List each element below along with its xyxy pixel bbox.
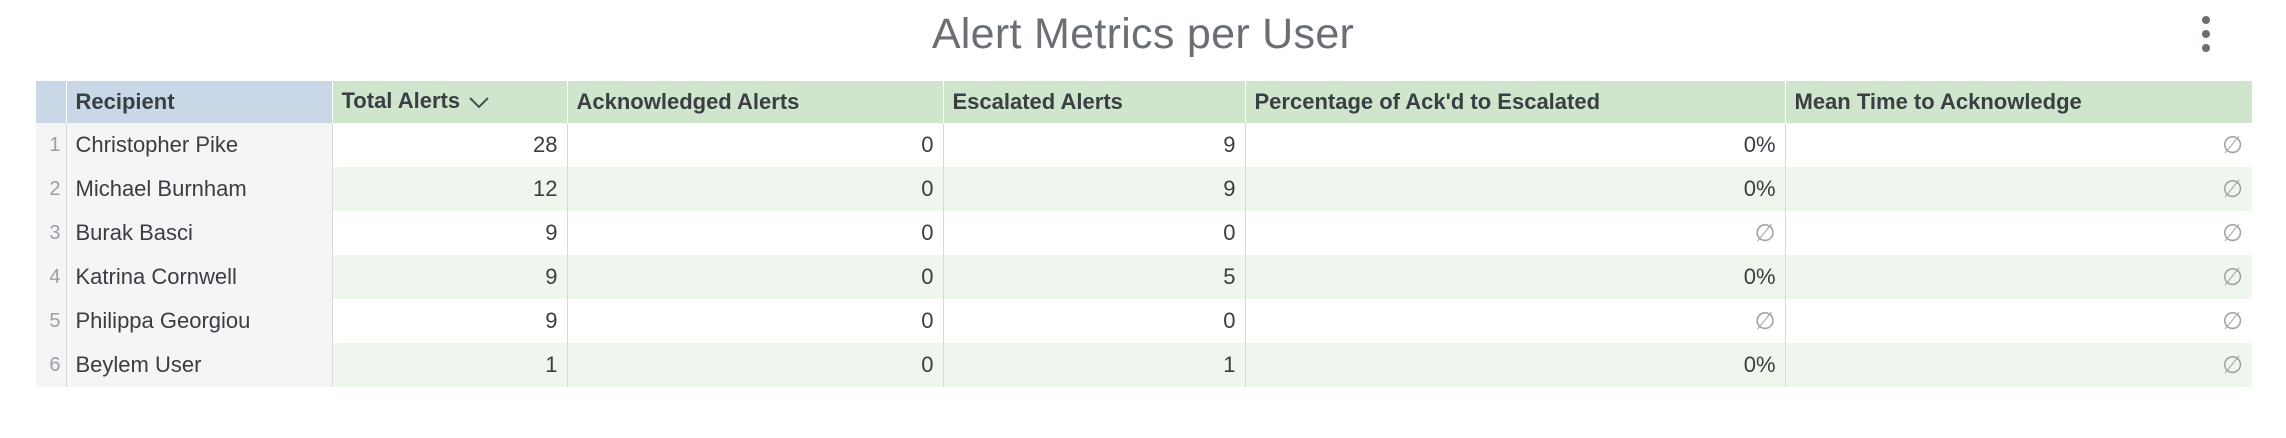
cell-percentage-ackd-to-escalated: ∅ xyxy=(1244,299,1785,343)
cell-total-alerts: 12 xyxy=(331,167,567,211)
cell-mean-time-to-acknowledge: ∅ xyxy=(1784,167,2252,211)
header-row: Recipient Total Alerts Acknowledged Aler… xyxy=(36,81,2252,123)
cell-acknowledged-alerts: 0 xyxy=(566,343,943,387)
cell-escalated-alerts: 0 xyxy=(942,211,1245,255)
cell-mean-time-to-acknowledge: ∅ xyxy=(1784,299,2252,343)
row-number: 4 xyxy=(36,255,66,299)
cell-escalated-alerts: 9 xyxy=(942,123,1245,167)
chart-title: Alert Metrics per User xyxy=(931,10,1355,58)
cell-escalated-alerts: 0 xyxy=(942,299,1245,343)
column-header-label: Total Alerts xyxy=(341,88,461,114)
cell-acknowledged-alerts: 0 xyxy=(566,167,943,211)
cell-recipient[interactable]: Philippa Georgiou xyxy=(65,299,332,343)
column-header-escalated-alerts[interactable]: Escalated Alerts xyxy=(942,81,1245,123)
cell-recipient[interactable]: Michael Burnham xyxy=(65,167,332,211)
cell-mean-time-to-acknowledge: ∅ xyxy=(1784,255,2252,299)
table-row: 4 Katrina Cornwell 9 0 5 0% ∅ xyxy=(36,255,2252,299)
cell-total-alerts: 9 xyxy=(331,211,567,255)
column-header-percentage-ackd-to-escalated[interactable]: Percentage of Ack'd to Escalated xyxy=(1244,81,1785,123)
cell-mean-time-to-acknowledge: ∅ xyxy=(1784,123,2252,167)
table-row: 3 Burak Basci 9 0 0 ∅ ∅ xyxy=(36,211,2252,255)
cell-acknowledged-alerts: 0 xyxy=(566,255,943,299)
column-header-mean-time-to-acknowledge[interactable]: Mean Time to Acknowledge xyxy=(1784,81,2252,123)
table-row: 2 Michael Burnham 12 0 9 0% ∅ xyxy=(36,167,2252,211)
cell-total-alerts: 9 xyxy=(331,299,567,343)
row-number: 5 xyxy=(36,299,66,343)
cell-mean-time-to-acknowledge: ∅ xyxy=(1784,343,2252,387)
cell-acknowledged-alerts: 0 xyxy=(566,299,943,343)
row-number: 1 xyxy=(36,123,66,167)
cell-acknowledged-alerts: 0 xyxy=(566,123,943,167)
row-number: 6 xyxy=(36,343,66,387)
column-header-recipient[interactable]: Recipient xyxy=(65,81,332,123)
cell-recipient[interactable]: Christopher Pike xyxy=(65,123,332,167)
cell-escalated-alerts: 9 xyxy=(942,167,1245,211)
cell-escalated-alerts: 1 xyxy=(942,343,1245,387)
chevron-down-icon[interactable] xyxy=(468,90,490,116)
cell-escalated-alerts: 5 xyxy=(942,255,1245,299)
cell-percentage-ackd-to-escalated: 0% xyxy=(1244,123,1785,167)
cell-total-alerts: 9 xyxy=(331,255,567,299)
column-header-total-alerts[interactable]: Total Alerts xyxy=(331,81,567,123)
cell-recipient[interactable]: Burak Basci xyxy=(65,211,332,255)
cell-acknowledged-alerts: 0 xyxy=(566,211,943,255)
table-row: 6 Beylem User 1 0 1 0% ∅ xyxy=(36,343,2252,387)
cell-recipient[interactable]: Katrina Cornwell xyxy=(65,255,332,299)
row-number: 3 xyxy=(36,211,66,255)
cell-percentage-ackd-to-escalated: 0% xyxy=(1244,255,1785,299)
more-vert-icon[interactable] xyxy=(2188,14,2224,54)
row-number-header xyxy=(36,81,66,123)
column-header-acknowledged-alerts[interactable]: Acknowledged Alerts xyxy=(566,81,943,123)
row-number: 2 xyxy=(36,167,66,211)
cell-recipient[interactable]: Beylem User xyxy=(65,343,332,387)
cell-percentage-ackd-to-escalated: ∅ xyxy=(1244,211,1785,255)
cell-total-alerts: 1 xyxy=(331,343,567,387)
data-table: Recipient Total Alerts Acknowledged Aler… xyxy=(36,81,2252,387)
table-row: 5 Philippa Georgiou 9 0 0 ∅ ∅ xyxy=(36,299,2252,343)
cell-mean-time-to-acknowledge: ∅ xyxy=(1784,211,2252,255)
cell-percentage-ackd-to-escalated: 0% xyxy=(1244,167,1785,211)
cell-total-alerts: 28 xyxy=(331,123,567,167)
cell-percentage-ackd-to-escalated: 0% xyxy=(1244,343,1785,387)
table-row: 1 Christopher Pike 28 0 9 0% ∅ xyxy=(36,123,2252,167)
